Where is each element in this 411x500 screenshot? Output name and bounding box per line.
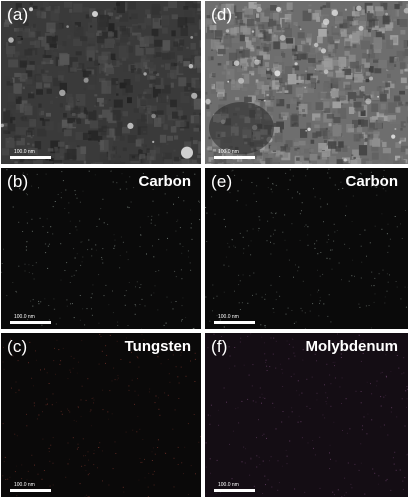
scale-bar-line-f	[214, 489, 255, 492]
panel-label-d: (d)	[211, 5, 233, 24]
scale-bar-f: 100.0 nm	[214, 483, 255, 492]
scale-bar-text-d: 100.0 nm	[218, 149, 239, 155]
scale-bar-b: 100.0 nm	[10, 315, 51, 324]
sem-image-panel-a: (a) 100.0 nm	[1, 1, 201, 164]
scale-bar-text-e: 100.0 nm	[218, 314, 239, 320]
sem-image-a	[1, 1, 201, 164]
panel-label-e: (e)	[211, 172, 233, 191]
eds-map-panel-e: (e) Carbon 100.0 nm	[205, 168, 408, 329]
element-label-e: Carbon	[345, 173, 399, 190]
eds-map-c	[1, 333, 201, 497]
scale-bar-line-c	[10, 489, 51, 492]
scale-bar-line-d	[214, 156, 255, 159]
scale-bar-text-c: 100.0 nm	[14, 482, 35, 488]
panel-label-f: (f)	[211, 337, 228, 356]
scale-bar-text-b: 100.0 nm	[14, 314, 35, 320]
scale-bar-line-b	[10, 321, 51, 324]
element-label-b: Carbon	[138, 173, 192, 190]
panel-label-b: (b)	[7, 172, 29, 191]
scale-bar-a: 100.0 nm	[10, 150, 51, 159]
scale-bar-text-f: 100.0 nm	[218, 482, 239, 488]
eds-map-e	[205, 168, 408, 329]
eds-map-panel-f: (f) Molybdenum 100.0 nm	[205, 333, 408, 497]
element-label-f: Molybdenum	[305, 338, 399, 355]
element-label-c: Tungsten	[124, 338, 191, 355]
eds-map-panel-c: (c) Tungsten 100.0 nm	[1, 333, 201, 497]
panel-label-a: (a)	[7, 5, 29, 24]
scale-bar-line-a	[10, 156, 51, 159]
scale-bar-text-a: 100.0 nm	[14, 149, 35, 155]
sem-image-d	[205, 1, 408, 164]
eds-map-panel-b: (b) Carbon 100.0 nm	[1, 168, 201, 329]
scale-bar-line-e	[214, 321, 255, 324]
panel-label-c: (c)	[7, 337, 28, 356]
scale-bar-d: 100.0 nm	[214, 150, 255, 159]
eds-map-b	[1, 168, 201, 329]
eds-map-f	[205, 333, 408, 497]
sem-image-panel-d: (d) 100.0 nm	[205, 1, 408, 164]
scale-bar-c: 100.0 nm	[10, 483, 51, 492]
scale-bar-e: 100.0 nm	[214, 315, 255, 324]
